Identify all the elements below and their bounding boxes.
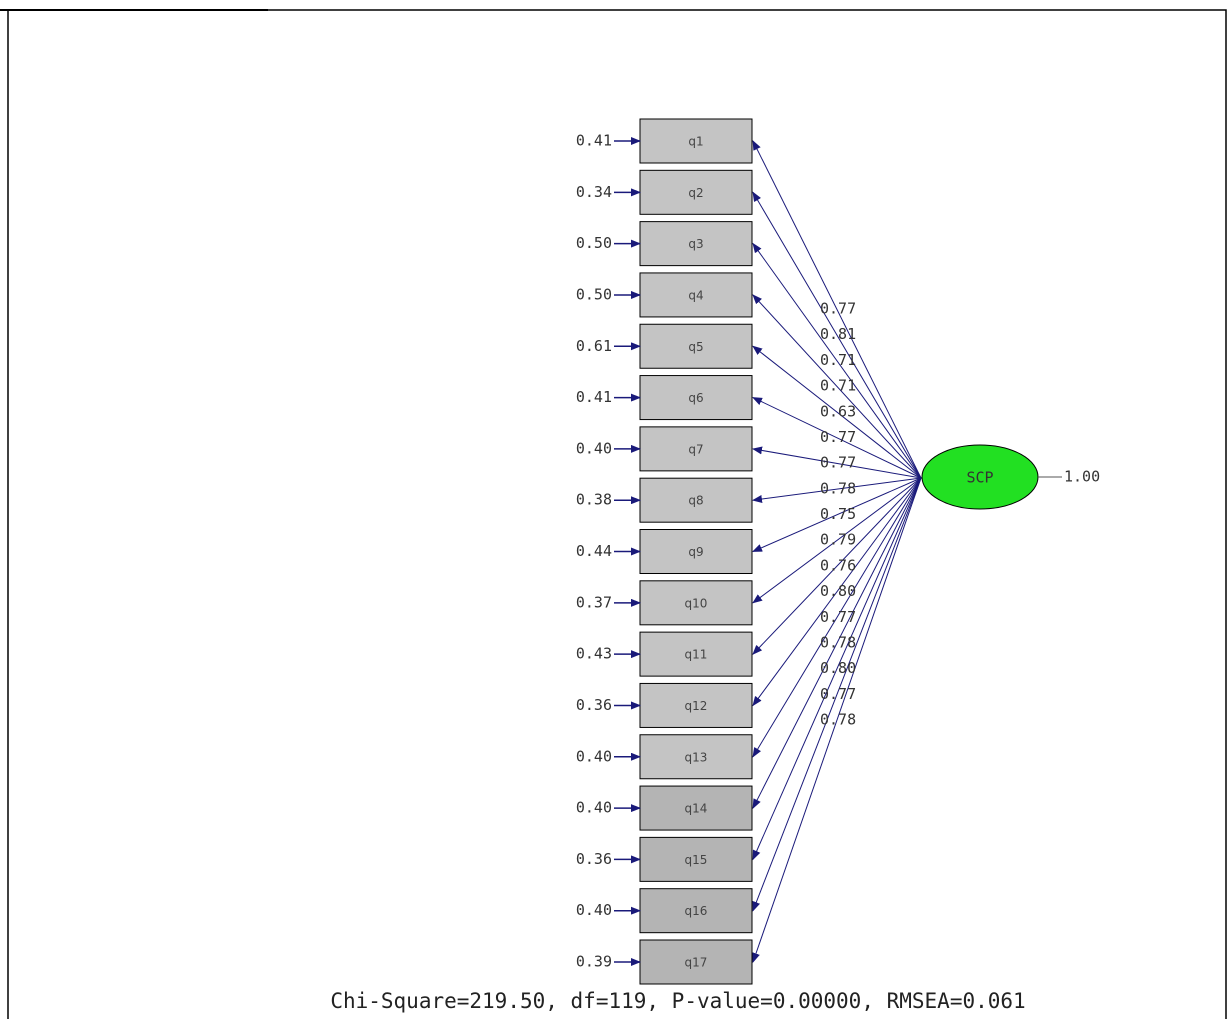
loading-path xyxy=(752,294,922,479)
error-variance: 0.39 xyxy=(576,953,612,971)
path-diagram: q1 0.41 0.77 q2 0.34 0.81 q3 0.50 0.71 q4 0.50 0.71… xyxy=(576,118,922,985)
indicator-label: q12 xyxy=(685,699,708,713)
indicator-label: q2 xyxy=(688,186,703,200)
indicator-label: q3 xyxy=(688,237,703,251)
loading-path xyxy=(752,242,922,479)
indicator-label: q13 xyxy=(685,750,708,764)
loading-path xyxy=(752,477,922,552)
loading-label: 0.79 xyxy=(820,531,856,549)
indicator-box xyxy=(639,580,753,626)
indicator-box xyxy=(639,888,753,934)
loading-label: 0.76 xyxy=(820,556,856,574)
indicator-box xyxy=(639,785,753,831)
error-variance: 0.36 xyxy=(576,850,612,868)
loading-path xyxy=(752,446,922,479)
error-variance: 0.41 xyxy=(576,132,612,150)
latent-label: SCP xyxy=(966,469,993,487)
indicator-box xyxy=(639,529,753,574)
error-variance: 0.38 xyxy=(576,491,612,509)
indicator-box xyxy=(639,375,753,421)
indicator-label: q9 xyxy=(688,545,703,559)
error-variance: 0.37 xyxy=(576,593,612,611)
loading-label: 0.71 xyxy=(820,351,856,369)
indicator-box xyxy=(639,682,753,728)
indicator-box xyxy=(639,323,753,369)
indicator-box xyxy=(639,836,753,882)
loading-path xyxy=(752,477,922,758)
error-variance: 0.40 xyxy=(576,901,612,919)
loading-path xyxy=(752,477,922,503)
loading-label: 0.75 xyxy=(820,505,856,523)
loading-label: 0.63 xyxy=(820,402,856,420)
indicator-label: q14 xyxy=(685,802,708,816)
loading-label: 0.78 xyxy=(820,479,856,497)
indicator-label: q17 xyxy=(685,956,708,970)
loading-path xyxy=(752,477,922,604)
loading-path xyxy=(752,477,922,861)
error-variance: 0.61 xyxy=(576,337,612,355)
loading-path xyxy=(752,345,922,479)
loading-label: 0.77 xyxy=(820,428,856,446)
indicator-label: q7 xyxy=(688,442,703,456)
indicator-box xyxy=(639,477,753,523)
indicator-label: q11 xyxy=(685,648,708,662)
loading-label: 0.80 xyxy=(820,659,856,677)
loading-path xyxy=(752,191,922,479)
latent-variance: 1.00 xyxy=(1064,468,1100,486)
loading-label: 0.81 xyxy=(820,325,856,343)
loading-label: 0.78 xyxy=(820,711,856,729)
loading-path xyxy=(752,477,922,809)
indicator-box xyxy=(639,426,753,472)
error-variance: 0.50 xyxy=(576,285,612,303)
loading-label: 0.77 xyxy=(820,608,856,626)
indicator-label: q8 xyxy=(688,494,703,508)
error-variance: 0.43 xyxy=(576,645,612,663)
loading-path xyxy=(752,477,922,912)
loading-path xyxy=(752,397,922,479)
loading-label: 0.77 xyxy=(820,685,856,703)
loading-path xyxy=(752,477,922,963)
fit-statistics: Chi-Square=219.50, df=119, P-value=0.000… xyxy=(330,989,1025,1013)
indicator-box xyxy=(639,169,753,215)
loading-label: 0.78 xyxy=(820,633,856,651)
loading-label: 0.80 xyxy=(820,582,856,600)
error-variance: 0.40 xyxy=(576,799,612,817)
indicator-box xyxy=(639,734,753,780)
indicator-label: q16 xyxy=(685,904,708,918)
loading-path xyxy=(752,140,922,479)
loading-label: 0.77 xyxy=(820,300,856,318)
loading-label: 0.71 xyxy=(820,377,856,395)
frame xyxy=(7,9,1227,1019)
indicator-label: q5 xyxy=(688,340,703,354)
indicator-label: q10 xyxy=(685,596,708,610)
loading-path xyxy=(752,477,922,707)
loading-label: 0.77 xyxy=(820,454,856,472)
indicator-box xyxy=(639,221,753,267)
error-variance: 0.40 xyxy=(576,747,612,765)
error-variance: 0.50 xyxy=(576,234,612,252)
indicator-box xyxy=(639,272,753,318)
indicator-box xyxy=(639,118,753,164)
indicator-label: q4 xyxy=(688,288,703,302)
indicator-label: q6 xyxy=(688,391,703,405)
error-variance: 0.34 xyxy=(576,183,612,201)
error-variance: 0.44 xyxy=(576,542,612,560)
error-variance: 0.36 xyxy=(576,696,612,714)
indicator-box xyxy=(639,939,753,985)
error-variance: 0.40 xyxy=(576,439,612,457)
indicator-label: q1 xyxy=(688,135,703,149)
indicator-label: q15 xyxy=(685,853,708,867)
error-variance: 0.41 xyxy=(576,388,612,406)
loading-path xyxy=(752,477,922,655)
